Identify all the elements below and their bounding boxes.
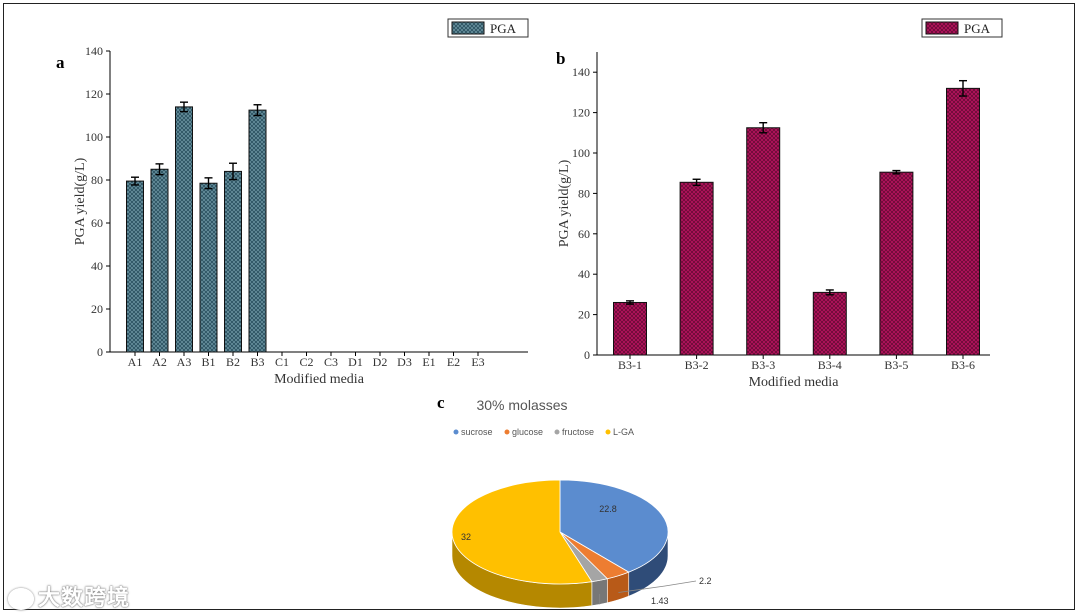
data-label-sucrose: 22.8 xyxy=(599,504,617,514)
y-tick-label: 20 xyxy=(578,308,590,322)
bar-B3 xyxy=(248,109,267,353)
x-tick-label: E1 xyxy=(422,355,435,369)
y-tick-label: 60 xyxy=(578,227,590,241)
bar-A1 xyxy=(126,180,144,353)
x-tick-label: B3-2 xyxy=(685,358,709,372)
watermark: 大数跨境 xyxy=(8,580,130,612)
bar-A2 xyxy=(150,168,169,353)
legend-label-glucose: glucose xyxy=(512,427,543,437)
legend-swatch xyxy=(925,21,959,35)
y-tick-label: 40 xyxy=(91,259,103,273)
panel-b-chart: 0 20 40 60 80 100 120 140 B3-1 B3-2 B3-3 B3-4 B3-5 B3… xyxy=(556,18,1003,390)
data-label-fructose: 1.43 xyxy=(651,596,669,606)
panel-label: a xyxy=(56,53,65,72)
legend-marker-fructose xyxy=(554,429,560,435)
data-label-L-GA: 32 xyxy=(461,532,471,542)
figure-frame xyxy=(3,3,1075,610)
legend-marker-L-GA xyxy=(605,429,611,435)
legend-label-L-GA: L-GA xyxy=(613,427,634,437)
legend-label: PGA xyxy=(964,21,991,36)
y-tick-label: 100 xyxy=(85,130,103,144)
x-tick-label: B3-5 xyxy=(884,358,908,372)
x-tick-label: A3 xyxy=(177,355,192,369)
x-tick-label: E2 xyxy=(447,355,460,369)
y-tick-label: 80 xyxy=(578,186,590,200)
y-tick-label: 60 xyxy=(91,216,103,230)
x-axis-label: Modified media xyxy=(749,375,840,390)
leader-line-glucose xyxy=(618,580,697,593)
y-tick-label: 80 xyxy=(91,173,103,187)
watermark-logo-icon xyxy=(8,588,34,610)
bar-B3-4 xyxy=(812,291,847,356)
bar-B3-1 xyxy=(613,301,647,356)
y-tick-label: 120 xyxy=(572,106,590,120)
x-tick-label: B1 xyxy=(201,355,215,369)
bar-B2 xyxy=(224,170,242,353)
y-tick-label: 140 xyxy=(572,65,590,79)
panel-label: c xyxy=(437,393,445,412)
pie-title: 30% molasses xyxy=(476,397,567,413)
x-tick-label: B3-4 xyxy=(818,358,842,372)
pie-slice-sucrose xyxy=(559,479,669,573)
x-tick-label: B3-6 xyxy=(951,358,975,372)
panel-a-chart: 0 20 40 60 80 100 120 140 A1 A2 A3 B1 B2 B3 C1 C2 C3 D1 D2… xyxy=(56,18,529,387)
x-tick-label: D1 xyxy=(348,355,363,369)
pie-slice-L-GA xyxy=(451,479,593,585)
bar-A3 xyxy=(175,106,193,353)
y-tick-label: 0 xyxy=(97,345,103,359)
x-axis-label: Modified media xyxy=(274,372,365,387)
x-tick-label: B3-1 xyxy=(618,358,642,372)
x-tick-label: D2 xyxy=(373,355,388,369)
x-tick-label: D3 xyxy=(397,355,412,369)
x-tick-label: C2 xyxy=(299,355,313,369)
x-tick-label: C3 xyxy=(324,355,338,369)
panel-label: b xyxy=(556,49,565,68)
y-axis-label: PGA yield(g/L) xyxy=(557,159,572,247)
y-tick-label: 100 xyxy=(572,146,590,160)
data-label-glucose: 2.2 xyxy=(699,576,712,586)
x-tick-label: E3 xyxy=(471,355,484,369)
y-tick-label: 120 xyxy=(85,87,103,101)
legend-label: PGA xyxy=(490,21,517,36)
bar-B1 xyxy=(199,182,218,353)
y-tick-label: 140 xyxy=(85,44,103,58)
bar-B3-5 xyxy=(879,171,914,356)
y-tick-label: 0 xyxy=(584,348,590,362)
x-tick-label: A1 xyxy=(128,355,143,369)
bar-B3-6 xyxy=(946,87,980,356)
legend-label-sucrose: sucrose xyxy=(461,427,493,437)
x-tick-label: B2 xyxy=(226,355,240,369)
x-tick-label: B3 xyxy=(250,355,264,369)
y-axis-label: PGA yield(g/L) xyxy=(73,157,88,245)
y-tick-label: 40 xyxy=(578,267,590,281)
legend-label-fructose: fructose xyxy=(562,427,594,437)
bar-B3-2 xyxy=(679,181,714,356)
y-tick-label: 20 xyxy=(91,302,103,316)
legend-marker-glucose xyxy=(504,429,510,435)
x-tick-label: A2 xyxy=(152,355,167,369)
legend-marker-sucrose xyxy=(453,429,459,435)
bar-B3-3 xyxy=(746,127,781,356)
x-tick-label: C1 xyxy=(275,355,289,369)
x-tick-label: B3-3 xyxy=(751,358,775,372)
legend-swatch xyxy=(451,21,485,35)
panel-c-chart: c 30% molasses sucrose glucose fructose L-GA 2… xyxy=(437,393,712,609)
